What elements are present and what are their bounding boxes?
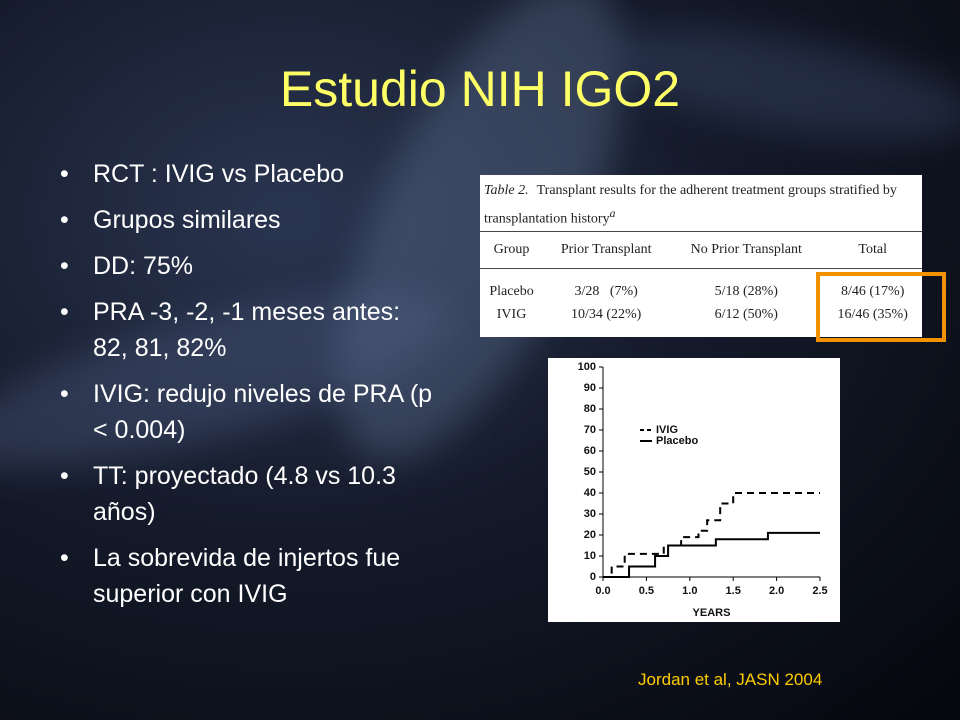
- table-row: IVIG 10/34 (22%) 6/12 (50%) 16/46 (35%): [480, 303, 922, 326]
- table-row: Placebo 3/28 (7%) 5/18 (28%) 8/46 (17%): [480, 269, 922, 304]
- table-caption: Table 2. Transplant results for the adher…: [484, 179, 914, 231]
- table-cell: 6/12 (50%): [714, 306, 778, 322]
- table-cell: 5/18 (28%): [714, 283, 778, 299]
- x-tick-label: 0.0: [595, 585, 610, 597]
- table-cell: 8/46 (17%): [841, 283, 905, 299]
- y-tick-label: 50: [584, 466, 596, 478]
- y-tick-label: 70: [584, 424, 596, 436]
- header-cell: Total: [823, 231, 922, 269]
- slide-title: Estudio NIH IGO2: [279, 61, 681, 117]
- header-cell: Prior Transplant: [543, 231, 670, 269]
- y-tick-label: 90: [584, 382, 596, 394]
- legend-label: IVIG: [656, 424, 678, 436]
- y-tick-label: 20: [584, 529, 596, 541]
- bullet: Grupos similares: [60, 202, 441, 238]
- citation: Jordan et al, JASN 2004: [638, 670, 823, 689]
- legend-label: Placebo: [656, 435, 698, 447]
- table-cell: 3/28 (7%): [574, 283, 638, 299]
- bullet: RCT : IVIG vs Placebo: [60, 156, 441, 192]
- x-axis-label: YEARS: [693, 607, 731, 619]
- y-tick-label: 80: [584, 403, 596, 415]
- y-tick-label: 0: [590, 571, 596, 583]
- table-cell: 10/34 (22%): [570, 306, 642, 322]
- x-tick-label: 0.5: [639, 585, 654, 597]
- bullet: TT: proyectado (4.8 vs 10.3 años): [60, 458, 441, 530]
- series-line: [603, 492, 820, 578]
- chart: 0 10 20 30 40 50 60 70 80 90 100 0.0 0.5 1.0 1.5 2.0 2.5…: [548, 358, 840, 622]
- bullet: PRA -3, -2, -1 meses antes: 82, 81, 82%: [60, 294, 441, 366]
- bullet: DD: 75%: [60, 248, 441, 284]
- bullet-list: RCT : IVIG vs Placebo Grupos similares DD:…: [60, 156, 441, 622]
- x-tick-label: 1.5: [726, 585, 741, 597]
- table-cell: Placebo: [489, 283, 534, 299]
- y-tick-label: 60: [584, 445, 596, 457]
- table-cell: 16/46 (35%): [837, 306, 908, 322]
- x-tick-label: 1.0: [682, 585, 697, 597]
- y-tick-label: 10: [584, 550, 596, 562]
- x-tick-label: 2.0: [769, 585, 784, 597]
- caption-text: Transplant results for the adherent trea…: [484, 183, 897, 227]
- header-cell: No Prior Transplant: [669, 231, 824, 269]
- caption-note: a: [609, 207, 616, 220]
- y-tick-label: 100: [578, 361, 596, 373]
- results-table: Group Prior Transplant No Prior Transplant…: [480, 231, 922, 326]
- bullet: La sobrevida de injertos fue superior co…: [60, 540, 441, 612]
- x-tick-label: 2.5: [812, 585, 827, 597]
- header-cell: Group: [480, 231, 544, 269]
- highlight-box: [816, 272, 946, 342]
- table-figure: Table 2. Transplant results for the adher…: [480, 175, 922, 337]
- table-cell: IVIG: [496, 306, 527, 322]
- series-line: [603, 531, 820, 578]
- y-tick-label: 40: [584, 487, 596, 499]
- bullet: IVIG: redujo niveles de PRA (p < 0.004): [60, 376, 441, 448]
- caption-label: Table 2.: [484, 183, 529, 198]
- y-tick-label: 30: [584, 508, 596, 520]
